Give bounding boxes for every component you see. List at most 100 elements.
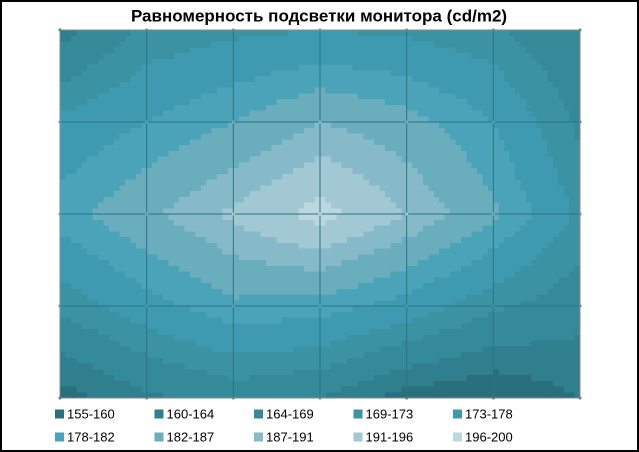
contour-cell — [347, 41, 353, 48]
contour-cell — [103, 306, 110, 313]
contour-cell — [108, 311, 115, 318]
contour-cell — [130, 277, 137, 284]
contour-cell — [60, 133, 66, 140]
contour-cell — [314, 156, 321, 163]
contour-cell — [271, 110, 278, 117]
contour-cell — [108, 81, 115, 88]
contour-cell — [309, 53, 316, 60]
contour-cell — [357, 58, 364, 65]
contour-cell — [412, 191, 418, 198]
contour-cell — [195, 340, 202, 347]
contour-cell — [200, 202, 207, 209]
contour-cell — [168, 70, 175, 77]
contour-cell — [552, 58, 559, 65]
contour-cell — [260, 41, 267, 48]
contour-cell — [141, 99, 148, 106]
contour-cell — [390, 265, 397, 272]
contour-cell — [395, 104, 402, 111]
contour-cell — [439, 168, 446, 175]
contour-cell — [385, 93, 391, 100]
contour-cell — [515, 162, 521, 169]
contour-cell — [265, 93, 272, 100]
contour-cell — [249, 168, 256, 175]
contour-cell — [114, 363, 121, 370]
contour-cell — [542, 271, 548, 278]
contour-cell — [81, 208, 88, 215]
contour-cell — [135, 357, 142, 364]
contour-cell — [184, 237, 191, 244]
contour-cell — [179, 300, 186, 307]
contour-cell — [417, 242, 424, 249]
contour-cell — [65, 311, 72, 318]
contour-cell — [287, 47, 294, 54]
contour-cell — [320, 127, 326, 134]
contour-cell — [255, 81, 261, 88]
contour-cell — [222, 346, 229, 353]
contour-cell — [65, 122, 72, 129]
contour-cell — [255, 208, 261, 215]
contour-cell — [352, 196, 359, 203]
contour-cell — [374, 162, 381, 169]
contour-cell — [211, 300, 218, 307]
contour-cell — [157, 231, 164, 238]
contour-cell — [271, 139, 278, 146]
contour-cell — [341, 219, 348, 226]
contour-cell — [433, 283, 440, 290]
contour-cell — [466, 81, 473, 88]
contour-cell — [569, 64, 576, 71]
contour-cell — [498, 288, 505, 295]
contour-cell — [152, 323, 158, 330]
contour-cell — [352, 179, 359, 186]
contour-cell — [444, 116, 451, 123]
contour-cell — [303, 219, 310, 226]
contour-cell — [520, 191, 527, 198]
contour-cell — [173, 191, 180, 198]
contour-cell — [347, 242, 353, 249]
contour-cell — [417, 300, 424, 307]
contour-cell — [493, 208, 500, 215]
contour-cell — [552, 35, 559, 42]
contour-cell — [433, 58, 440, 65]
contour-cell — [542, 202, 548, 209]
contour-cell — [244, 288, 251, 295]
contour-cell — [238, 185, 245, 192]
contour-cell — [97, 202, 104, 209]
contour-cell — [227, 283, 234, 290]
contour-cell — [60, 254, 66, 261]
contour-cell — [97, 185, 104, 192]
contour-cell — [341, 277, 348, 284]
contour-cell — [314, 208, 321, 215]
contour-cell — [325, 139, 332, 146]
contour-cell — [504, 254, 511, 261]
contour-cell — [97, 81, 104, 88]
contour-cell — [157, 87, 164, 94]
contour-cell — [542, 196, 548, 203]
contour-cell — [184, 156, 191, 163]
contour-cell — [141, 150, 148, 157]
contour-cell — [255, 173, 261, 180]
contour-cell — [477, 185, 483, 192]
contour-cell — [531, 283, 538, 290]
contour-cell — [460, 133, 467, 140]
contour-cell — [125, 133, 131, 140]
contour-cell — [552, 41, 559, 48]
contour-cell — [168, 225, 175, 232]
contour-cell — [309, 214, 316, 221]
contour-cell — [477, 248, 483, 255]
contour-cell — [92, 369, 99, 376]
contour-cell — [168, 219, 175, 226]
contour-cell — [81, 122, 88, 129]
contour-cell — [130, 58, 137, 65]
contour-cell — [390, 35, 397, 42]
contour-cell — [428, 248, 435, 255]
contour-cell — [200, 127, 207, 134]
contour-cell — [357, 288, 364, 295]
contour-cell — [336, 70, 343, 77]
contour-cell — [206, 145, 213, 152]
contour-cell — [206, 311, 213, 318]
contour-cell — [477, 156, 483, 163]
contour-cell — [563, 248, 570, 255]
contour-cell — [125, 380, 131, 387]
contour-cell — [135, 254, 142, 261]
contour-cell — [125, 191, 131, 198]
